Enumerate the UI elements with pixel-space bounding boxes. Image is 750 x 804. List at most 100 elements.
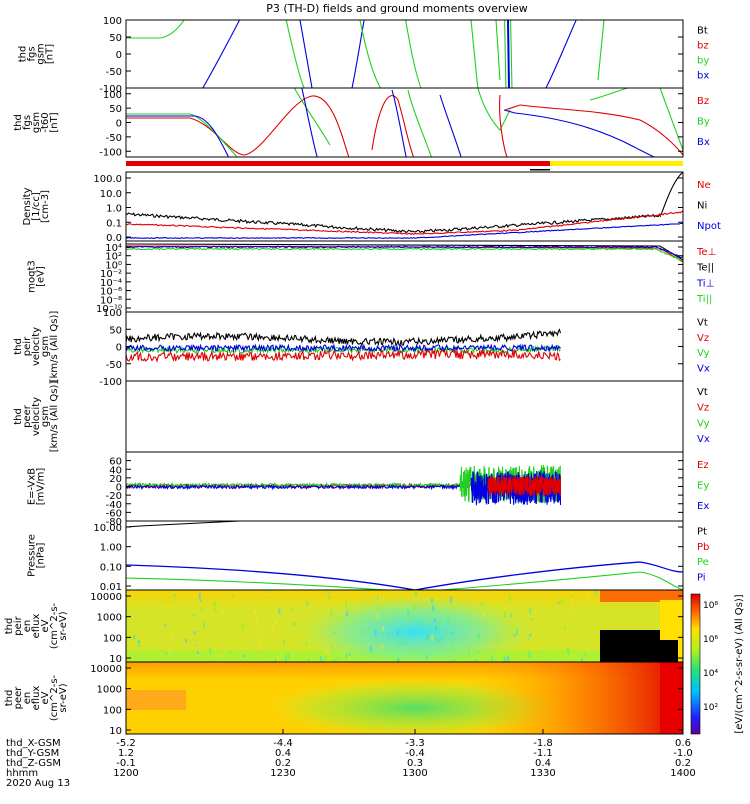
peir-spectrogram-ylabel: thdpeirenefluxeV(cm^2-s-sr-eV): [4, 602, 69, 649]
peir-speck: [569, 660, 572, 662]
xaxis-row-label: thd_Z-GSM: [6, 758, 61, 769]
panel-peer-spectrogram: thdpeerenefluxeV(cm^2-s-sr-eV) 10000 1000 1…: [4, 661, 684, 737]
peir-speck: [528, 651, 531, 658]
By-trace: [126, 88, 683, 157]
peir-speck: [257, 632, 260, 635]
Ne-trace: [126, 211, 683, 236]
peir-speck: [398, 642, 401, 645]
plot-title: P3 (TH-D) fields and ground moments over…: [266, 2, 528, 15]
colorbar-scale: [690, 593, 701, 735]
efield-ytick: 40: [109, 465, 122, 476]
peir-speck: [327, 590, 330, 595]
fgs-gsm-ytick: 100: [103, 16, 122, 27]
peir-speck: [306, 601, 309, 607]
fgs-gsm-smooth-ylabel: thdfgsgsm-t60[nT]: [13, 112, 60, 133]
bx-trace-2: [507, 20, 510, 88]
peir-speck: [345, 653, 348, 659]
fgs-gsm-legend-item: Bt: [697, 26, 708, 37]
efield-legend-item: Ex: [697, 501, 709, 512]
bx-trace-3: [545, 20, 577, 88]
fgs-gsm-legend-item: by: [697, 56, 709, 67]
density-legend-item: Npot: [697, 221, 721, 232]
fgs-gsm-smooth-frame: [125, 87, 684, 158]
efield-ytick: -20: [106, 491, 122, 502]
peir-speck: [193, 630, 196, 635]
fgs-gsm-smooth-ytick: -100: [99, 147, 122, 158]
peir-speck: [474, 659, 477, 662]
peir-speck: [508, 594, 511, 602]
peir-speck: [381, 644, 384, 650]
peir-speck: [195, 644, 198, 646]
mode-bar-slow: [126, 161, 550, 166]
peir-speck: [137, 640, 140, 647]
peer-spectrogram-ytick: 100: [103, 705, 122, 716]
xaxis-tick-value: -1.0: [673, 748, 693, 759]
peir-speck: [137, 616, 140, 618]
peir-speck: [452, 659, 455, 662]
panel-fgs-gsm-smooth: thdfgsgsm-t60[nT] 100 50 0 -50 -100 Bz By Bx: [13, 87, 710, 171]
peir-speck: [454, 621, 457, 626]
colorbar-tick: 10²: [703, 703, 718, 713]
xaxis-tick-value: -0.4: [405, 748, 425, 759]
peir-speck: [538, 640, 541, 642]
peir-velocity-ytick: 0: [116, 343, 122, 354]
efield-ytick: -40: [106, 500, 122, 511]
peir-speck: [164, 624, 167, 627]
temperature-legend-item: Te||: [696, 263, 714, 274]
peir-speck: [506, 655, 509, 662]
Ni-trace: [126, 212, 662, 234]
density-legend-item: Ne: [697, 180, 711, 191]
pressure-legend-item: Pb: [697, 542, 709, 553]
peir-speck: [211, 660, 214, 662]
peir-top-right: [600, 590, 683, 602]
xaxis-tick-value: -4.4: [273, 738, 293, 749]
Vx-trace: [126, 343, 561, 354]
peir-speck: [282, 639, 285, 647]
Pe-trace: [126, 571, 683, 590]
density-legend-item: Ni: [697, 201, 707, 212]
peir-speck: [503, 656, 506, 662]
fgs-gsm-smooth-ytick: 0: [116, 119, 122, 130]
pressure-legend-item: Pe: [697, 557, 709, 568]
peer-velocity-legend-item: Vx: [697, 434, 710, 445]
peir-speck: [414, 591, 417, 597]
pressure-traces: [126, 521, 683, 590]
xaxis-tick-value: -1.8: [533, 738, 553, 749]
peir-speck: [412, 648, 415, 654]
xaxis-tick-value: 0.4: [275, 748, 291, 759]
peir-speck: [376, 613, 379, 620]
peir-speck: [536, 648, 539, 650]
peir-speck: [256, 629, 259, 633]
peir-speck: [583, 653, 586, 656]
fgs-gsm-ytick: 50: [109, 33, 122, 44]
peir-speck: [563, 625, 566, 630]
panel-peer-velocity: thdpeervelocitygsm[km/s (All Qs)] Vt Vz Vy V…: [13, 380, 710, 453]
peir-speck: [533, 609, 536, 612]
peir-speck: [265, 660, 268, 662]
peer-left-band: [126, 690, 186, 710]
density-ylabel: Density[1/cc][cm-3]: [22, 187, 51, 225]
xaxis-date: 2020 Aug 13: [6, 778, 70, 789]
peir-speck: [287, 653, 290, 659]
peir-speck: [258, 639, 261, 643]
peir-speck: [450, 596, 453, 604]
peir-speck: [272, 625, 275, 632]
peir-speck: [451, 631, 454, 634]
peir-speck: [396, 629, 399, 636]
peir-speck: [222, 610, 225, 614]
peer-spectrogram-ytick: 10: [109, 726, 122, 737]
fgs-gsm-smooth-ytick: -50: [106, 133, 122, 144]
temperature-legend-item: Te⊥: [696, 247, 716, 258]
efield-ytick: 20: [109, 474, 122, 485]
Ex-trace: [126, 483, 461, 491]
xaxis-tick-value: 0.3: [407, 758, 423, 769]
peer-spectrogram-ylabel: thdpeerenefluxeV(cm^2-s-sr-eV): [4, 674, 69, 721]
peir-speck: [254, 612, 257, 615]
xaxis-tick-value: 0.4: [535, 758, 551, 769]
peir-speck: [451, 644, 454, 649]
xaxis-row-label: thd_X-GSM: [6, 738, 61, 749]
peer-edge: [660, 662, 683, 734]
peir-speck: [437, 621, 440, 628]
colorbar-label: [eV/(cm^2-s-sr-eV) (All Qs)]: [734, 594, 745, 733]
